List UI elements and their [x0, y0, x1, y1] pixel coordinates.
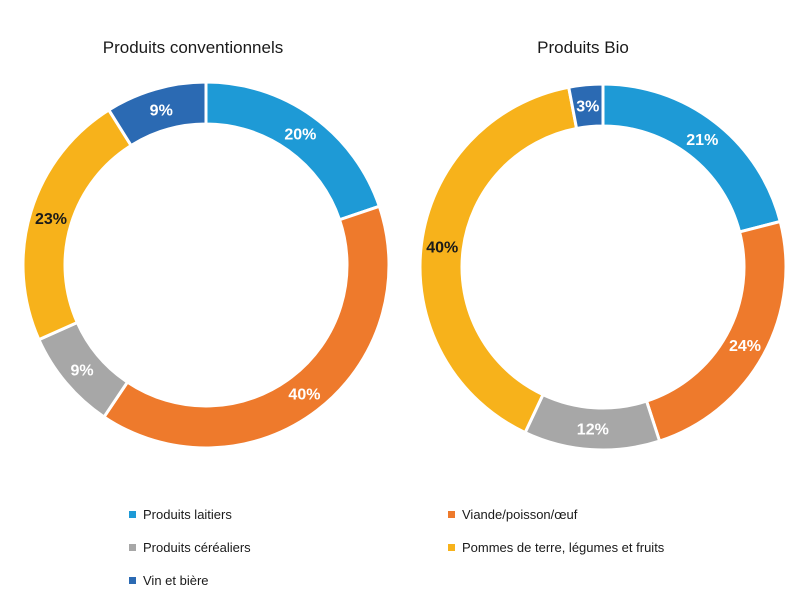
legend-swatch [448, 544, 455, 551]
donut-slice [101, 204, 391, 450]
legend-label: Vin et bière [143, 573, 209, 588]
slice-value-label: 12% [577, 422, 609, 439]
slice-value-label: 9% [71, 362, 94, 379]
slice-value-label: 40% [426, 240, 458, 257]
slice-value-label: 23% [35, 211, 67, 228]
donut-slice [566, 82, 605, 131]
legend-label: Viande/poisson/œuf [462, 507, 578, 522]
donut-conventionnels: 20% 40% 9% 23% 9% [21, 80, 391, 450]
legend-swatch [129, 511, 136, 518]
legend-label: Pommes de terre, légumes et fruits [462, 540, 665, 555]
legend-swatch [129, 577, 136, 584]
legend-swatch [448, 511, 455, 518]
chart-title-conventionnels: Produits conventionnels [103, 38, 284, 57]
slice-value-label: 9% [150, 102, 173, 119]
donut-slice [644, 219, 788, 443]
legend: Produits laitiers Viande/poisson/œuf Produ… [129, 507, 665, 588]
slice-value-label: 40% [288, 387, 320, 404]
slice-value-label: 20% [284, 126, 316, 143]
slice-value-label: 24% [729, 338, 761, 355]
donut-slice [204, 80, 382, 222]
slice-value-label: 3% [576, 99, 599, 116]
donut-slice [418, 85, 579, 435]
legend-label: Produits laitiers [143, 507, 232, 522]
legend-label: Produits céréaliers [143, 540, 251, 555]
donut-slice [601, 82, 783, 234]
chart-title-bio: Produits Bio [537, 38, 629, 57]
slice-value-label: 21% [686, 132, 718, 149]
legend-swatch [129, 544, 136, 551]
donut-bio: 21% 24% 12% 40% 3% [418, 82, 788, 452]
donut-slice [106, 80, 208, 148]
